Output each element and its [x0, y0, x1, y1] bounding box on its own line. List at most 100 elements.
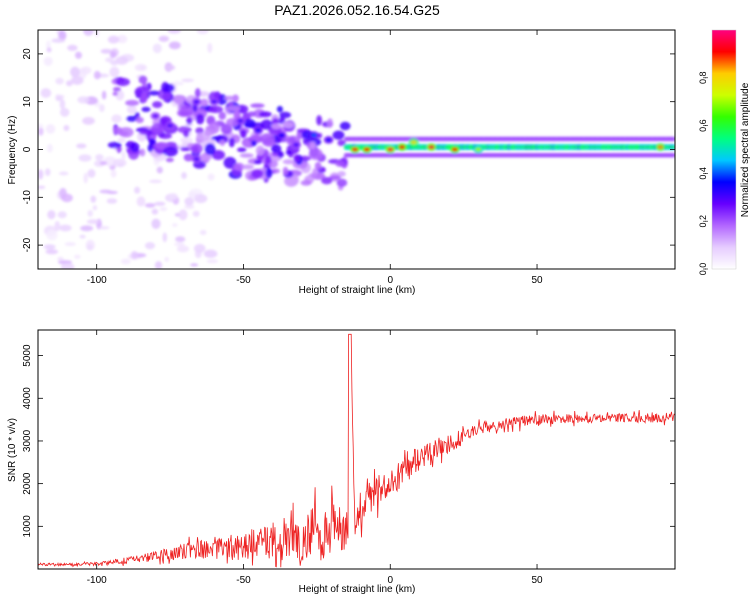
heatmap-cell [225, 105, 241, 112]
heatmap-cell [99, 189, 112, 194]
x-tick-label: 50 [531, 575, 543, 586]
heatmap-cell [279, 111, 292, 119]
heatmap-cell [67, 44, 78, 52]
heatmap-cell [77, 96, 90, 104]
heatmap-cell [38, 169, 44, 180]
heatmap-cell [162, 146, 178, 157]
heatmap-cell [147, 144, 154, 153]
heatmap-cell [232, 94, 239, 103]
heatmap-cell [95, 154, 104, 161]
heatmap-cell [156, 166, 163, 174]
heatmap-cell [169, 193, 178, 201]
heatmap-cell [199, 98, 209, 107]
heatmap-cell [112, 87, 122, 92]
heatmap-cell [44, 168, 51, 176]
heatmap-cell [110, 169, 117, 178]
heatmap-cell [159, 206, 168, 212]
heatmap-cell [206, 259, 219, 264]
heatmap-cell [151, 123, 165, 135]
x-tick-label: -100 [87, 275, 107, 286]
heatmap-cell [233, 162, 245, 171]
heatmap-cell [54, 220, 61, 232]
heatmap-cell [475, 147, 482, 152]
heatmap-cell [40, 88, 52, 98]
colorbar-ticks: 0.0 0.2 0.4 0.6 0.8 [698, 72, 708, 276]
heatmap-cell [285, 150, 292, 155]
heatmap-cell [337, 139, 346, 147]
colorbar-frame [711, 29, 737, 270]
heatmap-cell [224, 95, 235, 101]
heatmap-cell [83, 172, 88, 184]
heatmap-cell [167, 123, 174, 128]
heatmap-cell [85, 239, 95, 251]
heatmap-cell [176, 245, 190, 253]
heatmap-cell [151, 208, 159, 215]
heatmap-cell [321, 177, 333, 185]
heatmap-cell [186, 117, 193, 125]
heatmap-cell [181, 172, 187, 179]
heatmap-cell [149, 179, 162, 184]
heatmap-cell [112, 158, 127, 168]
x-tick-label: -50 [236, 575, 251, 586]
colorbar-tick-label: 0.0 [698, 263, 708, 276]
heatmap-cell [195, 113, 205, 125]
heatmap-cell [164, 83, 175, 93]
heatmap-cell [188, 191, 196, 198]
heatmap-cell [250, 140, 257, 147]
y-tick-label: 1000 [22, 515, 33, 538]
heatmap-cell [125, 99, 140, 106]
heatmap-cell [352, 147, 358, 152]
y-tick-label: 4000 [22, 387, 33, 410]
heatmap-cell [183, 129, 190, 138]
heatmap-cell [117, 34, 128, 44]
heatmap-cell [38, 123, 44, 129]
heatmap-cell [43, 56, 53, 66]
heatmap-cell [204, 143, 216, 155]
heatmap-cell [293, 154, 301, 163]
heatmap-cell [250, 103, 265, 108]
heatmap-cell [126, 104, 137, 115]
colorbar-tick-label: 0.4 [698, 167, 708, 180]
heatmap-cell [173, 242, 185, 247]
y-tick-label: 5000 [22, 344, 33, 367]
colorbar-tick-label: 0.6 [698, 119, 708, 132]
heatmap-cell [196, 30, 209, 35]
y-tick-label: -20 [22, 237, 33, 252]
heatmap-cell [58, 30, 67, 41]
y-tick-label: -10 [22, 190, 33, 205]
heatmap-cell [155, 142, 170, 150]
heatmap-cell [281, 121, 295, 129]
spectrogram-x-label: Height of straight line (km) [299, 285, 416, 296]
heatmap-cell [46, 47, 52, 53]
heatmap-cell [134, 64, 147, 72]
heatmap-cell [106, 198, 118, 204]
heatmap-cell [241, 164, 254, 170]
y-tick-label: 0 [22, 146, 33, 152]
heatmap-cell [61, 193, 73, 203]
x-tick-label: -100 [87, 575, 107, 586]
colorbar-label: Normalized spectral amplitude [740, 82, 750, 217]
heatmap-cell [180, 137, 193, 144]
heatmap-cell [199, 153, 213, 161]
heatmap-cell [166, 65, 176, 71]
heatmap-cell [316, 115, 322, 126]
heatmap-cell [265, 167, 273, 179]
heatmap-cell [152, 101, 163, 109]
heatmap-cell [194, 88, 201, 98]
heatmap-cell [314, 161, 322, 170]
heatmap-cell [179, 110, 190, 117]
heatmap-cell [158, 133, 172, 139]
x-tick-label: 0 [387, 275, 393, 286]
heatmap-cell [70, 66, 80, 78]
heatmap-cell [87, 209, 93, 217]
heatmap-cell [260, 133, 276, 145]
heatmap-cell [112, 91, 118, 96]
heatmap-cell [308, 148, 323, 160]
heatmap-cell [309, 141, 317, 150]
heatmap-cell [165, 157, 174, 163]
heatmap-cell [223, 156, 237, 169]
heatmap-cell [136, 196, 146, 207]
heatmap-cell [204, 128, 215, 136]
heatmap-cell [326, 118, 334, 128]
heatmap-cell [130, 251, 139, 260]
